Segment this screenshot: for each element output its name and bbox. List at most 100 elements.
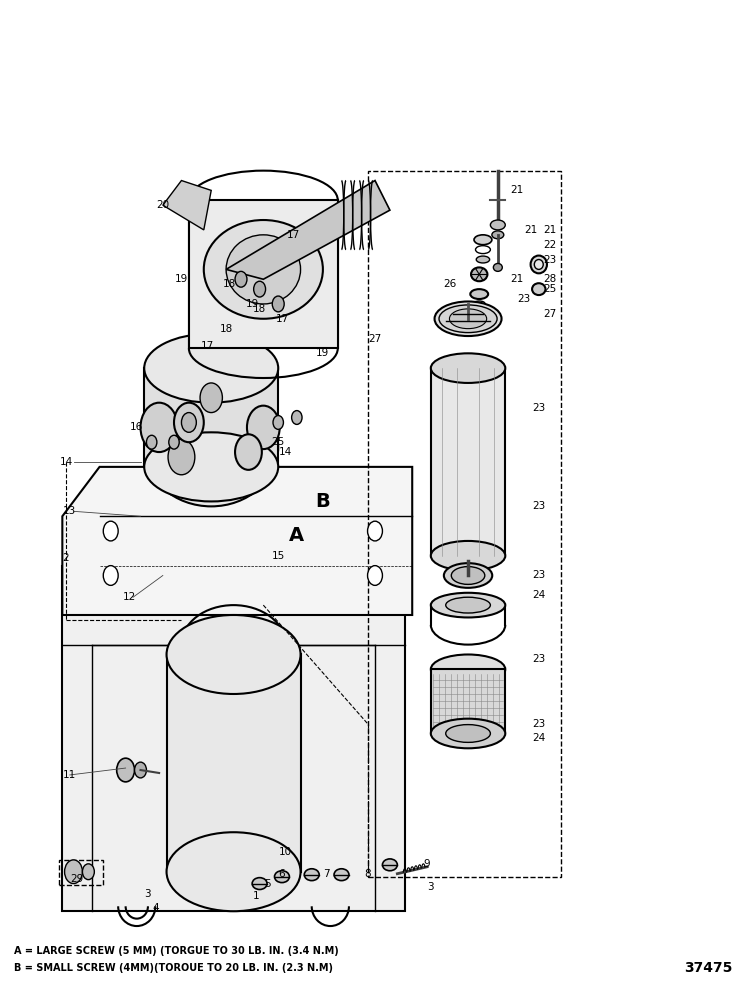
Text: B = SMALL SCREW (4MM)(TOROUE TO 20 LB. IN. (2.3 N.M): B = SMALL SCREW (4MM)(TOROUE TO 20 LB. I… xyxy=(14,963,333,973)
Ellipse shape xyxy=(159,403,263,492)
Text: 17: 17 xyxy=(201,342,214,352)
Ellipse shape xyxy=(144,388,278,506)
Text: 23: 23 xyxy=(532,654,545,664)
Ellipse shape xyxy=(189,620,278,669)
Ellipse shape xyxy=(434,302,502,336)
Ellipse shape xyxy=(144,334,278,403)
Bar xyxy=(368,171,561,877)
Text: 10: 10 xyxy=(279,847,292,857)
Text: 12: 12 xyxy=(123,592,136,602)
Circle shape xyxy=(117,759,134,781)
Ellipse shape xyxy=(226,234,301,304)
Ellipse shape xyxy=(439,305,497,333)
Circle shape xyxy=(104,521,118,541)
Circle shape xyxy=(82,864,94,880)
Ellipse shape xyxy=(204,220,323,319)
Ellipse shape xyxy=(476,256,490,263)
Circle shape xyxy=(200,383,223,412)
Text: 2: 2 xyxy=(63,553,69,563)
Text: 24: 24 xyxy=(532,734,545,744)
Bar xyxy=(58,860,104,885)
Ellipse shape xyxy=(166,832,301,912)
Circle shape xyxy=(64,860,82,884)
Circle shape xyxy=(235,434,262,470)
Circle shape xyxy=(368,521,382,541)
Text: 13: 13 xyxy=(63,506,76,516)
Circle shape xyxy=(254,281,266,297)
Circle shape xyxy=(368,566,382,585)
Text: 21: 21 xyxy=(543,224,556,235)
Text: 21: 21 xyxy=(510,274,523,284)
Text: B: B xyxy=(316,492,330,511)
Circle shape xyxy=(182,412,196,432)
Ellipse shape xyxy=(444,563,492,588)
Text: 15: 15 xyxy=(272,551,285,561)
Text: 27: 27 xyxy=(368,334,382,344)
Ellipse shape xyxy=(446,725,491,743)
Bar xyxy=(430,669,506,734)
Circle shape xyxy=(273,415,284,429)
Text: 4: 4 xyxy=(152,904,159,914)
Circle shape xyxy=(140,403,178,452)
Text: 3: 3 xyxy=(427,882,434,892)
Text: 21: 21 xyxy=(525,224,538,235)
Text: 23: 23 xyxy=(532,501,545,511)
Text: 14: 14 xyxy=(279,447,292,457)
Ellipse shape xyxy=(252,878,267,890)
Ellipse shape xyxy=(494,263,502,271)
Bar xyxy=(166,654,301,872)
Text: 14: 14 xyxy=(59,457,73,467)
Text: 16: 16 xyxy=(130,422,143,432)
Circle shape xyxy=(104,566,118,585)
Text: 20: 20 xyxy=(156,201,170,211)
Text: 18: 18 xyxy=(220,324,232,334)
Text: 17: 17 xyxy=(286,229,300,240)
Circle shape xyxy=(169,435,179,449)
Text: 18: 18 xyxy=(253,304,266,314)
Circle shape xyxy=(168,439,195,475)
Ellipse shape xyxy=(334,869,349,881)
Text: 19: 19 xyxy=(175,274,188,284)
Text: A = LARGE SCREW (5 MM) (TORGUE TO 30 LB. IN. (3.4 N.M): A = LARGE SCREW (5 MM) (TORGUE TO 30 LB.… xyxy=(14,945,339,955)
Ellipse shape xyxy=(471,267,488,281)
Polygon shape xyxy=(62,467,412,615)
Polygon shape xyxy=(226,181,390,279)
Text: A: A xyxy=(290,526,304,545)
Circle shape xyxy=(272,296,284,312)
Ellipse shape xyxy=(470,289,488,299)
Circle shape xyxy=(174,403,204,442)
Circle shape xyxy=(247,406,280,449)
Text: 5: 5 xyxy=(264,879,270,889)
Ellipse shape xyxy=(534,259,543,269)
Ellipse shape xyxy=(304,869,320,881)
Polygon shape xyxy=(163,181,211,230)
Text: 23: 23 xyxy=(532,571,545,581)
Text: 23: 23 xyxy=(518,294,530,304)
Ellipse shape xyxy=(430,541,506,571)
Text: 9: 9 xyxy=(424,859,430,869)
Ellipse shape xyxy=(430,354,506,383)
Bar xyxy=(189,201,338,349)
Text: 27: 27 xyxy=(543,309,556,319)
Bar xyxy=(144,368,278,467)
Circle shape xyxy=(292,410,302,424)
Text: 29: 29 xyxy=(70,874,84,884)
Text: 24: 24 xyxy=(532,590,545,600)
Text: 19: 19 xyxy=(245,299,259,309)
Ellipse shape xyxy=(430,593,506,618)
Text: 37475: 37475 xyxy=(684,961,732,975)
Circle shape xyxy=(146,435,157,449)
Bar xyxy=(430,368,506,556)
Text: 21: 21 xyxy=(510,186,523,196)
Text: 23: 23 xyxy=(532,719,545,729)
Text: 7: 7 xyxy=(323,869,330,879)
Text: 11: 11 xyxy=(63,770,76,780)
Ellipse shape xyxy=(382,859,398,871)
Ellipse shape xyxy=(144,432,278,501)
Ellipse shape xyxy=(274,871,290,883)
Text: 25: 25 xyxy=(543,284,556,294)
Text: 26: 26 xyxy=(442,279,456,289)
Ellipse shape xyxy=(492,231,504,238)
Text: 17: 17 xyxy=(275,314,289,324)
Ellipse shape xyxy=(430,654,506,684)
